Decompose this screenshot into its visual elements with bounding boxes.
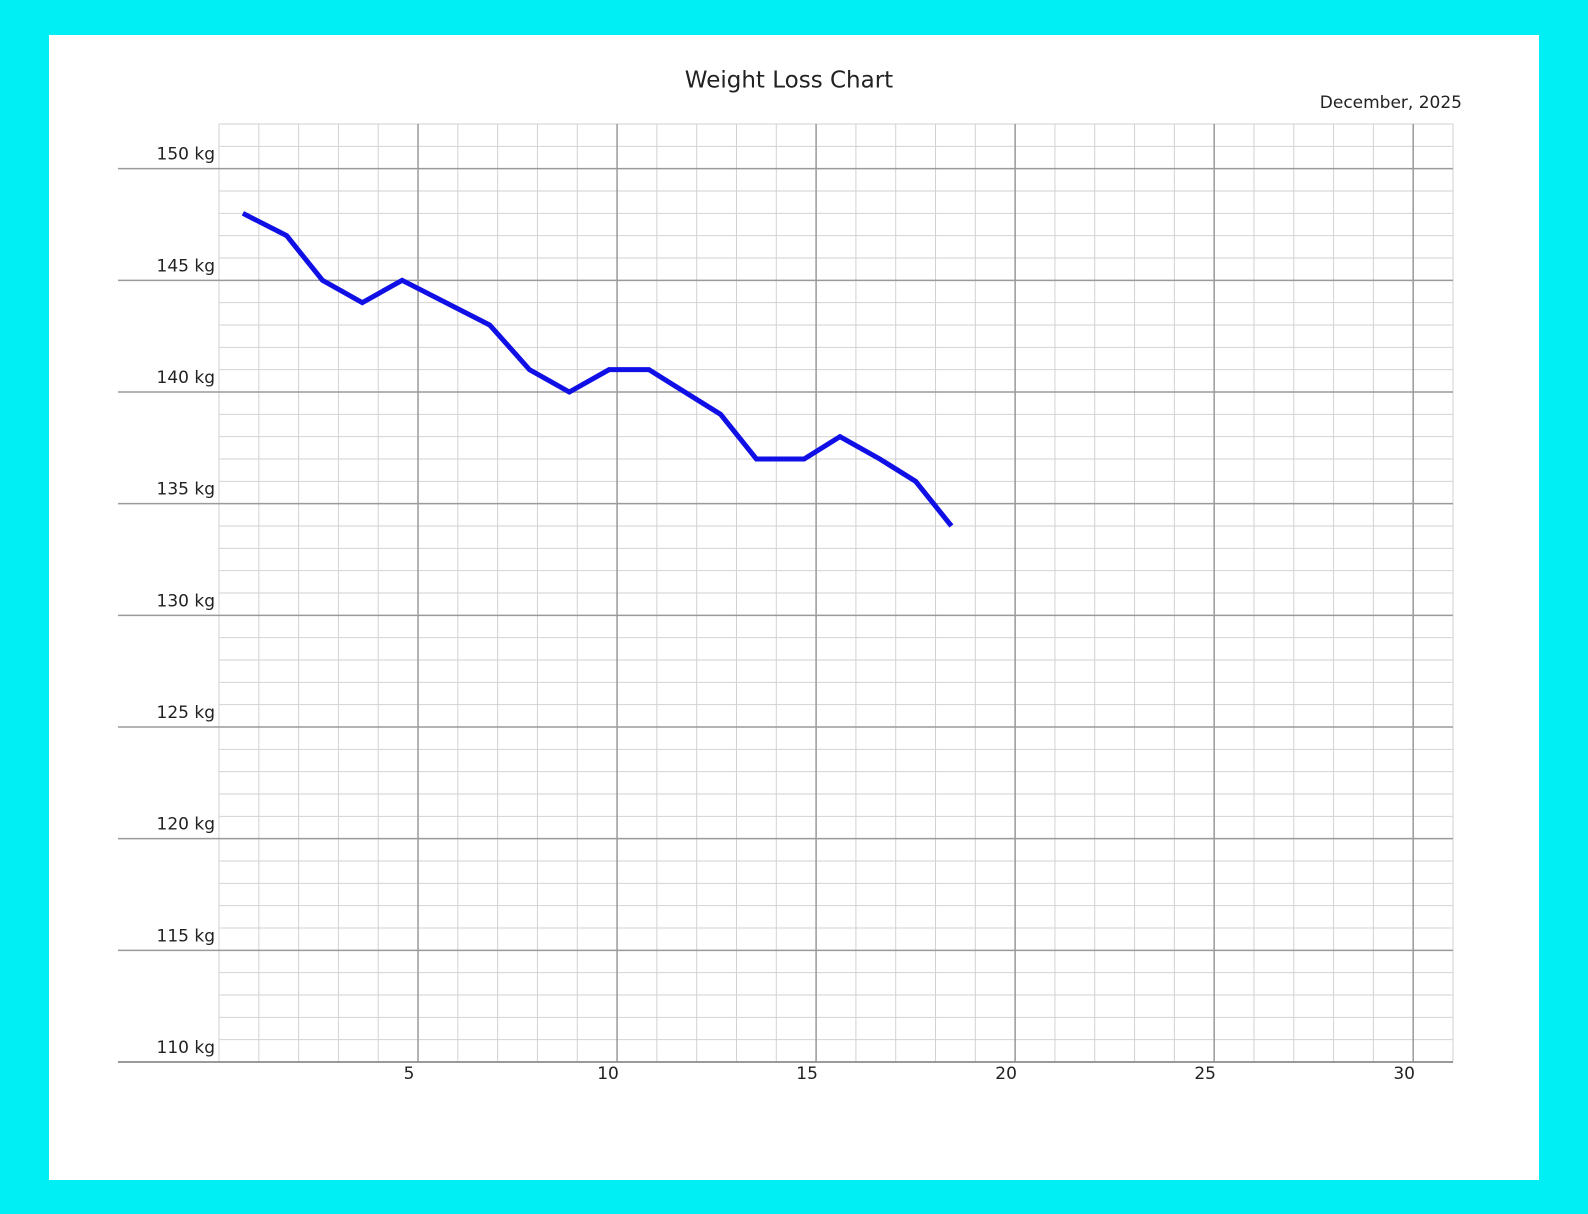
y-tick-label: 115 kg <box>157 926 216 946</box>
y-tick-label: 130 kg <box>157 591 216 611</box>
x-tick-label: 15 <box>796 1064 818 1084</box>
y-tick-label: 150 kg <box>157 145 216 165</box>
grid: 110 kg 115 kg 120 kg 125 kg 130 kg 135 kg 140 … <box>118 123 1454 1084</box>
y-tick-label: 120 kg <box>157 815 216 835</box>
y-tick-label: 135 kg <box>157 480 216 500</box>
y-tick-label: 110 kg <box>157 1038 216 1058</box>
paper <box>49 35 1539 1180</box>
y-tick-label: 145 kg <box>157 256 216 276</box>
chart-title: Weight Loss Chart <box>685 68 893 94</box>
y-tick-label: 140 kg <box>157 368 216 388</box>
x-tick-label: 20 <box>995 1064 1017 1084</box>
y-tick-label: 125 kg <box>157 703 216 723</box>
data-line <box>241 211 954 528</box>
x-tick-label: 25 <box>1194 1064 1216 1084</box>
chart-subtitle: December, 2025 <box>1320 93 1462 113</box>
x-tick-label: 5 <box>404 1064 415 1084</box>
x-tick-label: 10 <box>597 1064 619 1084</box>
plot <box>241 211 954 528</box>
x-tick-label: 30 <box>1393 1064 1415 1084</box>
